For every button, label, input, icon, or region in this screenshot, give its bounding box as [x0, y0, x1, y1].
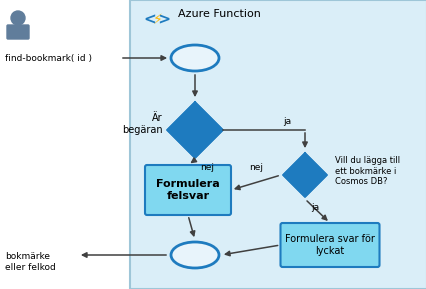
- Circle shape: [11, 11, 25, 25]
- Text: Formulera
felsvar: Formulera felsvar: [156, 179, 219, 201]
- Text: nej: nej: [248, 162, 262, 171]
- Text: Vill du lägga till
ett bokmärke i
Cosmos DB?: Vill du lägga till ett bokmärke i Cosmos…: [334, 156, 399, 186]
- FancyBboxPatch shape: [145, 165, 230, 215]
- Polygon shape: [282, 153, 326, 197]
- Text: ⚡: ⚡: [153, 13, 162, 27]
- Ellipse shape: [170, 45, 219, 71]
- Text: Är
begäran: Är begäran: [122, 113, 163, 135]
- Ellipse shape: [170, 242, 219, 268]
- FancyBboxPatch shape: [280, 223, 379, 267]
- Text: ja: ja: [310, 203, 318, 212]
- Polygon shape: [167, 102, 222, 158]
- Text: bokmärke
eller felkod: bokmärke eller felkod: [5, 252, 56, 272]
- Text: ja: ja: [282, 118, 291, 127]
- Text: Azure Function: Azure Function: [178, 9, 260, 19]
- Text: find-bookmark( id ): find-bookmark( id ): [5, 53, 92, 62]
- Text: < >: < >: [144, 12, 171, 27]
- Text: nej: nej: [199, 164, 213, 173]
- FancyBboxPatch shape: [7, 25, 29, 39]
- FancyBboxPatch shape: [130, 0, 426, 289]
- Text: Formulera svar för
lyckat: Formulera svar för lyckat: [285, 234, 374, 256]
